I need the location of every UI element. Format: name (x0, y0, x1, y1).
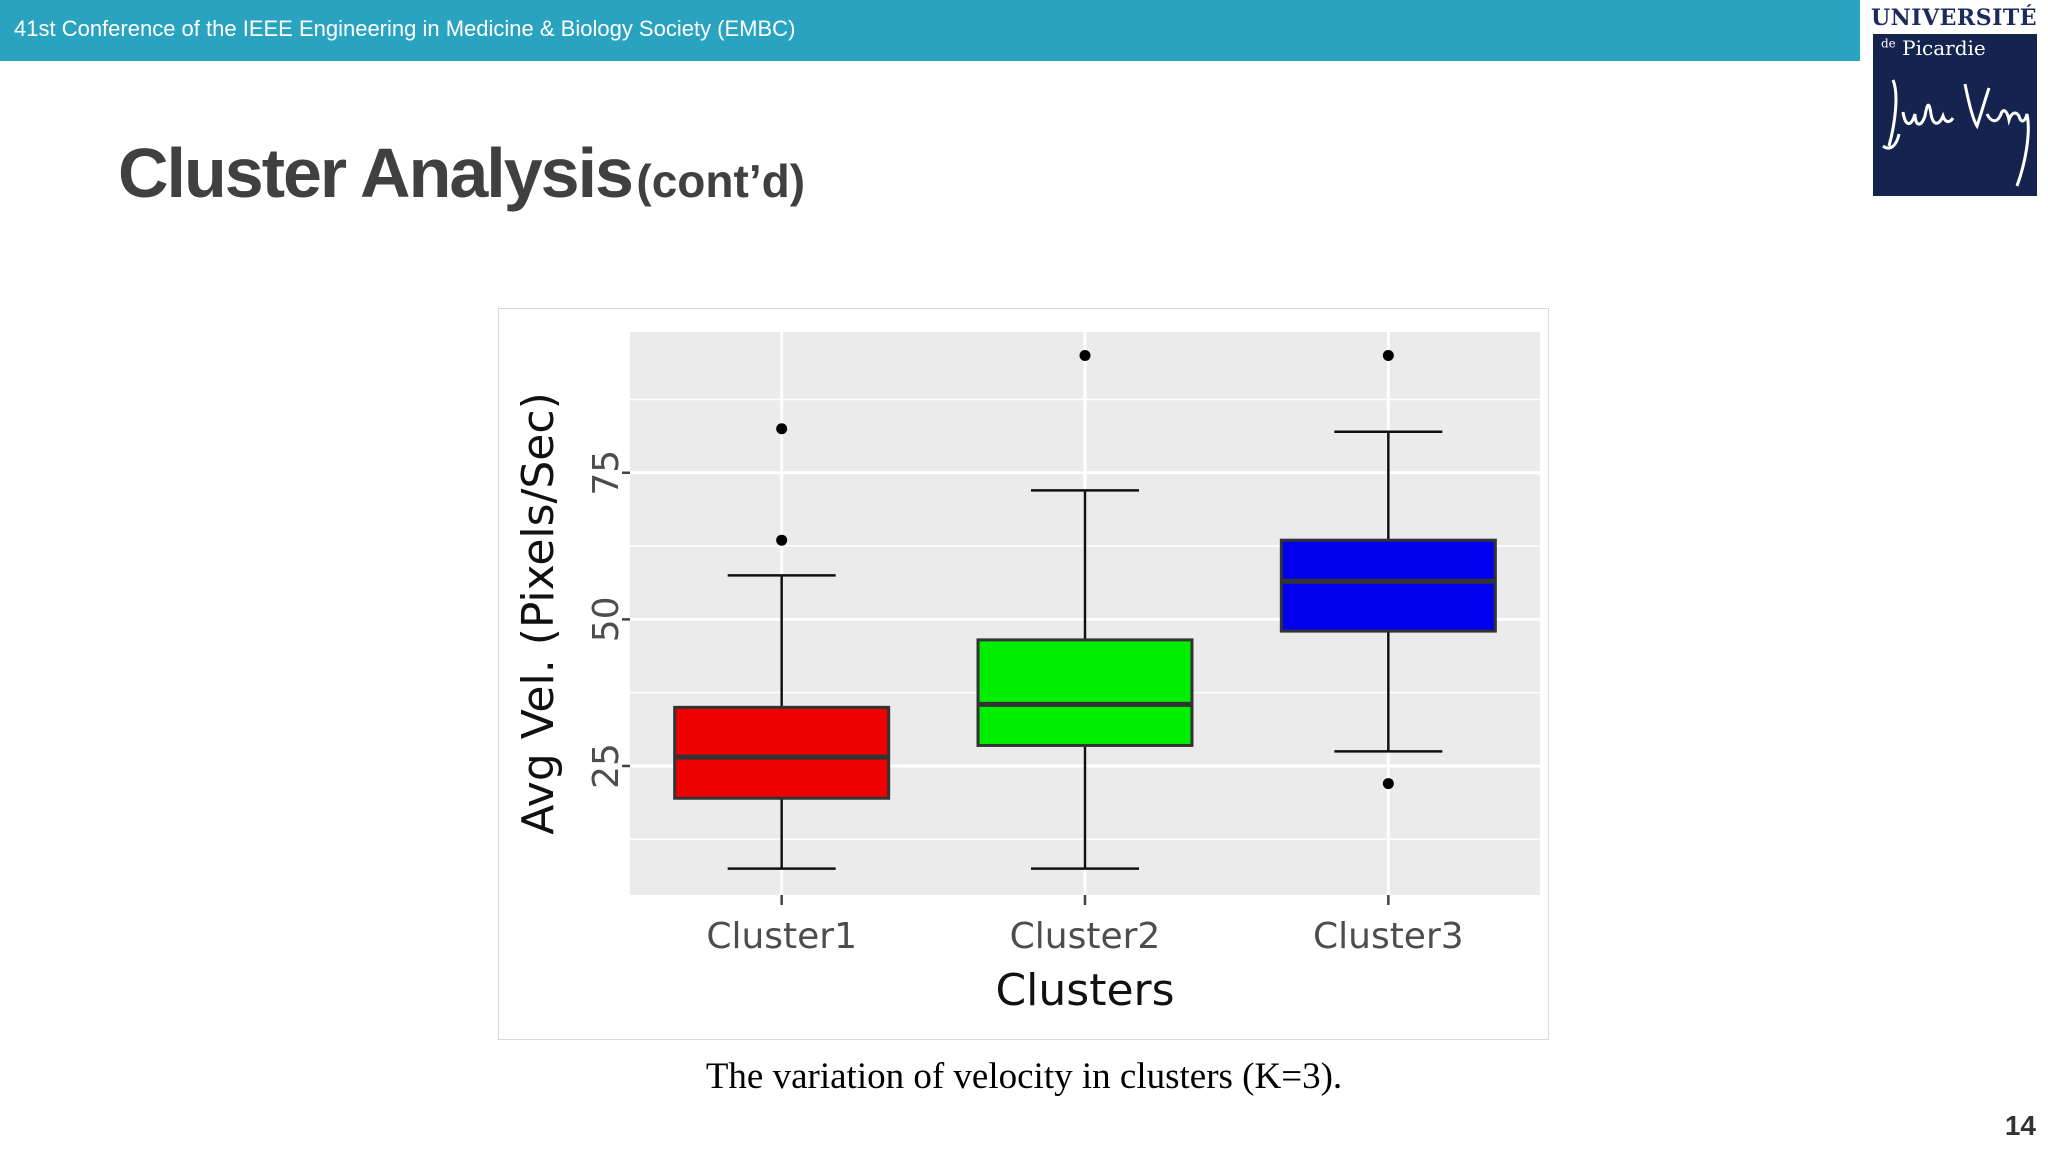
logo-word: UNIVERSITÉ (1871, 5, 2038, 31)
page-number: 14 (2004, 1110, 2036, 1141)
logo-emblem: de Picardie (1873, 34, 2037, 196)
outlier-point (776, 534, 788, 546)
logo-signature (1882, 79, 2030, 187)
y-axis-title: Avg Vel. (Pixels/Sec) (513, 392, 564, 834)
outlier-point (776, 423, 788, 435)
y-tick-label: 25 (586, 743, 627, 789)
header-bar: 41st Conference of the IEEE Engineering … (0, 0, 1860, 61)
x-tick-label: Cluster3 (1313, 916, 1464, 957)
figure-caption: The variation of velocity in clusters (K… (705, 1056, 1343, 1097)
title-suffix: (cont’d) (636, 155, 806, 207)
university-logo: UNIVERSITÉ de Picardie (1871, 0, 2037, 196)
x-axis-title: Clusters (995, 965, 1174, 1016)
outlier-point (1382, 778, 1394, 790)
conference-title: 41st Conference of the IEEE Engineering … (14, 16, 796, 41)
x-tick-label: Cluster1 (706, 916, 857, 957)
slide-title: Cluster Analysis (cont’d) (118, 133, 805, 213)
chart-frame: 25 50 75 Cluster1 Cluster2 Cluster3 Clusters Av… (498, 308, 1549, 1040)
box-cluster2 (976, 638, 1194, 747)
box-cluster3 (1279, 538, 1497, 633)
y-tick-label: 50 (586, 596, 627, 642)
logo-subtitle: de Picardie (1881, 36, 1986, 60)
title-main: Cluster Analysis (118, 134, 634, 212)
outlier-point (1079, 349, 1091, 361)
outlier-point (1382, 349, 1394, 361)
x-tick-label: Cluster2 (1010, 916, 1161, 957)
y-tick-label: 75 (586, 450, 627, 496)
boxplot-chart: 25 50 75 Cluster1 Cluster2 Cluster3 Clusters Av… (513, 332, 1540, 1016)
box-cluster1 (673, 705, 891, 800)
